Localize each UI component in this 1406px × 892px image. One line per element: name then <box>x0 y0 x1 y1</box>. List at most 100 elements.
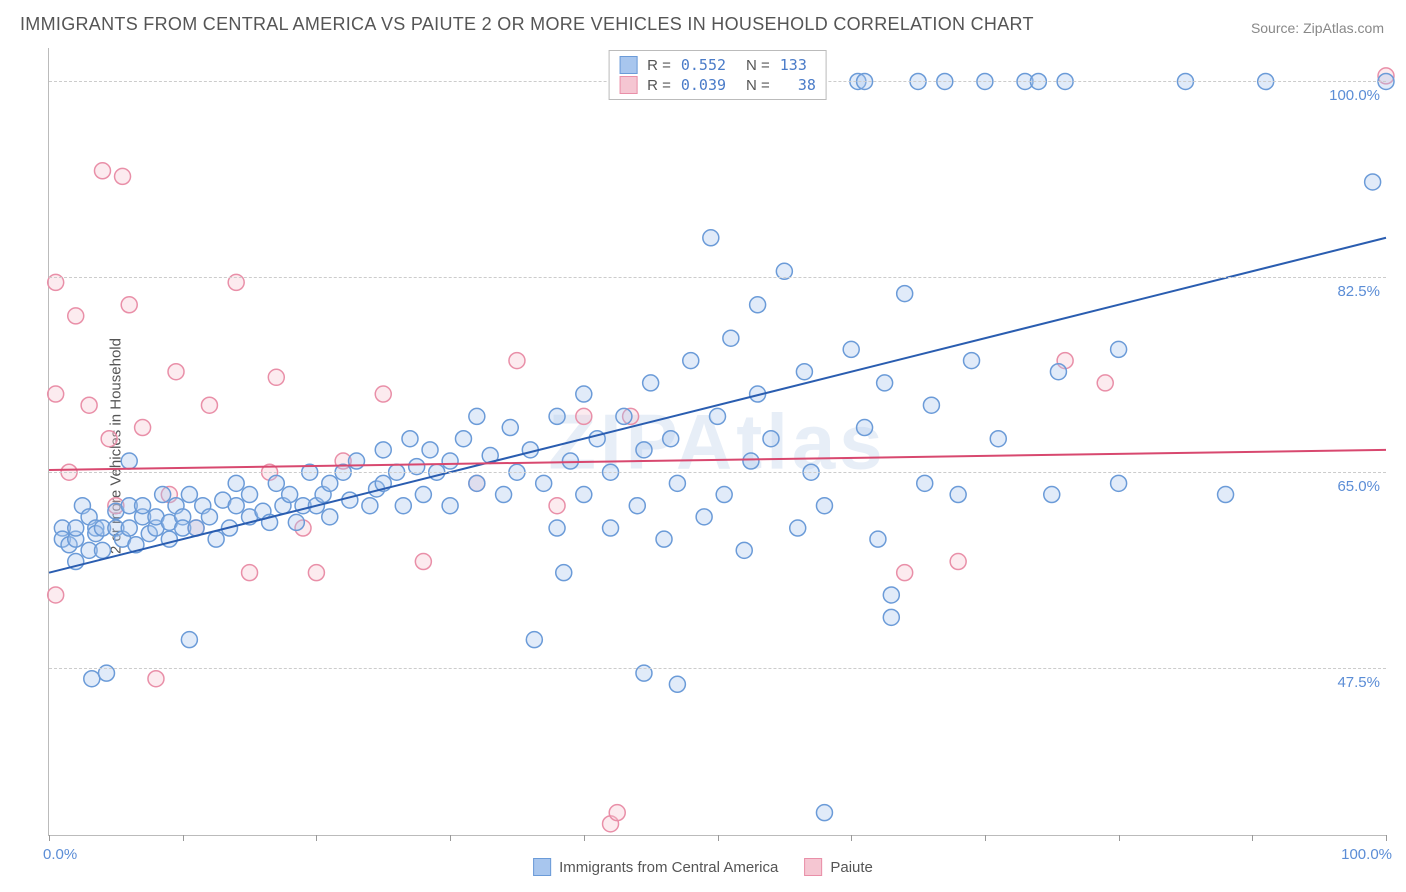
scatter-point <box>736 542 752 558</box>
x-tick <box>1386 835 1387 841</box>
scatter-point <box>496 487 512 503</box>
scatter-point <box>723 330 739 346</box>
r-value: 0.039 <box>681 76 726 94</box>
legend-swatch <box>619 56 637 74</box>
legend-swatch <box>533 858 551 876</box>
scatter-point <box>796 364 812 380</box>
chart-svg <box>49 48 1386 835</box>
x-tick <box>316 835 317 841</box>
scatter-point <box>710 408 726 424</box>
y-tick-label: 82.5% <box>1337 283 1380 300</box>
y-tick-label: 100.0% <box>1329 87 1380 104</box>
n-label: N = <box>746 77 770 94</box>
r-value: 0.552 <box>681 56 726 74</box>
scatter-point <box>636 442 652 458</box>
scatter-point <box>923 397 939 413</box>
n-label: N = <box>746 57 770 74</box>
scatter-point <box>288 514 304 530</box>
scatter-point <box>68 308 84 324</box>
scatter-point <box>877 375 893 391</box>
scatter-point <box>870 531 886 547</box>
x-tick <box>851 835 852 841</box>
scatter-point <box>603 520 619 536</box>
scatter-point <box>917 475 933 491</box>
scatter-point <box>1111 341 1127 357</box>
scatter-point <box>375 442 391 458</box>
scatter-point <box>135 498 151 514</box>
legend-swatch <box>619 76 637 94</box>
stats-legend-row: R =0.039N = 38 <box>619 75 816 95</box>
scatter-point <box>322 475 338 491</box>
scatter-point <box>643 375 659 391</box>
source-attribution: Source: ZipAtlas.com <box>1251 20 1384 36</box>
scatter-point <box>181 632 197 648</box>
x-tick <box>718 835 719 841</box>
scatter-point <box>84 671 100 687</box>
scatter-point <box>950 487 966 503</box>
scatter-point <box>121 453 137 469</box>
scatter-point <box>576 487 592 503</box>
scatter-point <box>562 453 578 469</box>
scatter-point <box>669 676 685 692</box>
scatter-point <box>455 431 471 447</box>
scatter-point <box>322 509 338 525</box>
gridline <box>49 277 1386 278</box>
scatter-point <box>656 531 672 547</box>
scatter-point <box>502 420 518 436</box>
scatter-point <box>469 475 485 491</box>
chart-title: IMMIGRANTS FROM CENTRAL AMERICA VS PAIUT… <box>20 14 1034 35</box>
scatter-point <box>228 498 244 514</box>
scatter-point <box>268 475 284 491</box>
scatter-point <box>536 475 552 491</box>
scatter-point <box>349 453 365 469</box>
scatter-point <box>843 341 859 357</box>
scatter-point <box>509 353 525 369</box>
x-tick <box>450 835 451 841</box>
x-tick <box>1252 835 1253 841</box>
scatter-point <box>155 487 171 503</box>
scatter-point <box>576 386 592 402</box>
trend-line <box>49 238 1386 573</box>
legend-label: Paiute <box>830 859 873 876</box>
scatter-point <box>342 492 358 508</box>
scatter-point <box>549 520 565 536</box>
scatter-point <box>415 487 431 503</box>
scatter-point <box>402 431 418 447</box>
scatter-point <box>716 487 732 503</box>
scatter-point <box>148 671 164 687</box>
x-tick <box>1119 835 1120 841</box>
scatter-point <box>1111 475 1127 491</box>
scatter-point <box>883 587 899 603</box>
scatter-point <box>1097 375 1113 391</box>
scatter-point <box>81 397 97 413</box>
scatter-point <box>422 442 438 458</box>
scatter-point <box>669 475 685 491</box>
r-label: R = <box>647 57 671 74</box>
scatter-point <box>703 230 719 246</box>
r-label: R = <box>647 77 671 94</box>
scatter-point <box>282 487 298 503</box>
scatter-point <box>208 531 224 547</box>
scatter-point <box>950 554 966 570</box>
scatter-point <box>469 408 485 424</box>
x-tick <box>183 835 184 841</box>
scatter-point <box>135 420 151 436</box>
gridline <box>49 472 1386 473</box>
scatter-point <box>549 408 565 424</box>
scatter-point <box>1050 364 1066 380</box>
scatter-point <box>68 520 84 536</box>
scatter-point <box>1044 487 1060 503</box>
scatter-point <box>629 498 645 514</box>
trend-line <box>49 450 1386 470</box>
scatter-point <box>48 587 64 603</box>
n-value: 133 <box>780 56 807 74</box>
scatter-point <box>375 386 391 402</box>
scatter-point <box>609 805 625 821</box>
scatter-point <box>201 509 217 525</box>
scatter-point <box>121 520 137 536</box>
scatter-point <box>442 453 458 469</box>
legend-label: Immigrants from Central America <box>559 859 778 876</box>
scatter-point <box>242 487 258 503</box>
scatter-point <box>94 542 110 558</box>
scatter-point <box>663 431 679 447</box>
